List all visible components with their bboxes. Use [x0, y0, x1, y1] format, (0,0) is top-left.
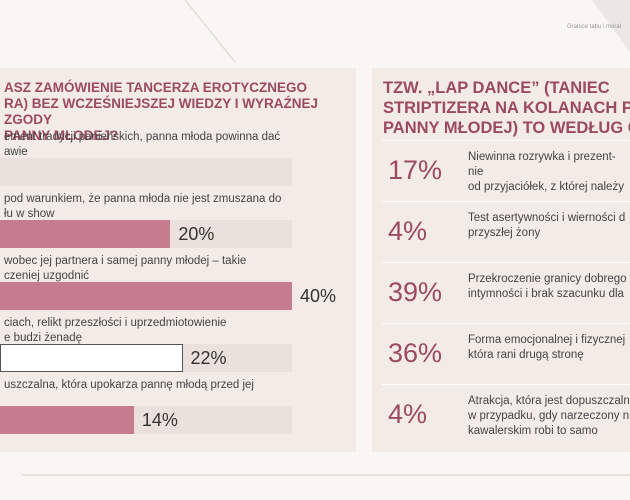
stat-value: 4%	[388, 216, 428, 246]
separator	[382, 384, 630, 385]
value-label: 40%	[300, 286, 337, 306]
separator	[382, 140, 630, 141]
stat-value: 4%	[388, 399, 428, 429]
category-label: uszczalna, która upokarza pannę młodą pr…	[4, 379, 254, 391]
stat-value: 39%	[388, 277, 443, 307]
stat-description: Test asertywności i wierności d przyszłe…	[468, 212, 626, 239]
separator	[382, 201, 630, 202]
stat-value: 36%	[388, 338, 443, 368]
header: Granice tabu i moral	[567, 24, 622, 30]
decor-shape	[592, 0, 630, 52]
category-label: pod warunkiem, że panna młoda nie jest z…	[4, 193, 282, 220]
category-label: wobec jej partnera i samej panny młodej …	[4, 255, 247, 282]
decor-line	[184, 0, 236, 63]
value-label: 14%	[141, 410, 178, 430]
bar	[0, 220, 171, 248]
value-label: 22%	[190, 348, 227, 368]
stat-description: Niewinna rozrywka i prezent-nie od przyj…	[468, 151, 624, 193]
category-label: ciach, relikt przeszłości i uprzedmiotow…	[4, 317, 227, 344]
right-panel: TZW. „LAP DANCE” (TANIEC STRIPTIZERA NA …	[372, 68, 630, 452]
stat-value: 17%	[388, 155, 443, 185]
bar	[0, 344, 183, 372]
category-label: ement tradycji panieńskich, panna młoda …	[4, 131, 281, 158]
stat-description: Atrakcja, która jest dopuszczaln w przyp…	[468, 395, 630, 437]
stat-description: Forma emocjonalnej i fizycznej która ran…	[468, 334, 626, 361]
bar	[0, 406, 134, 434]
separator	[382, 262, 630, 263]
bar	[0, 282, 292, 310]
left-panel: ASZ ZAMÓWIENIE TANCERZA EROTYCZNEGO RA) …	[0, 68, 356, 452]
value-label: 20%	[178, 224, 215, 244]
panel-title: TZW. „LAP DANCE” (TANIEC STRIPTIZERA NA …	[383, 79, 630, 137]
stat-description: Przekroczenie granicy dobrego intymności…	[468, 273, 627, 300]
bar-track	[0, 158, 292, 186]
separator	[382, 323, 630, 324]
panel-title: ASZ ZAMÓWIENIE TANCERZA EROTYCZNEGO RA) …	[4, 80, 319, 143]
